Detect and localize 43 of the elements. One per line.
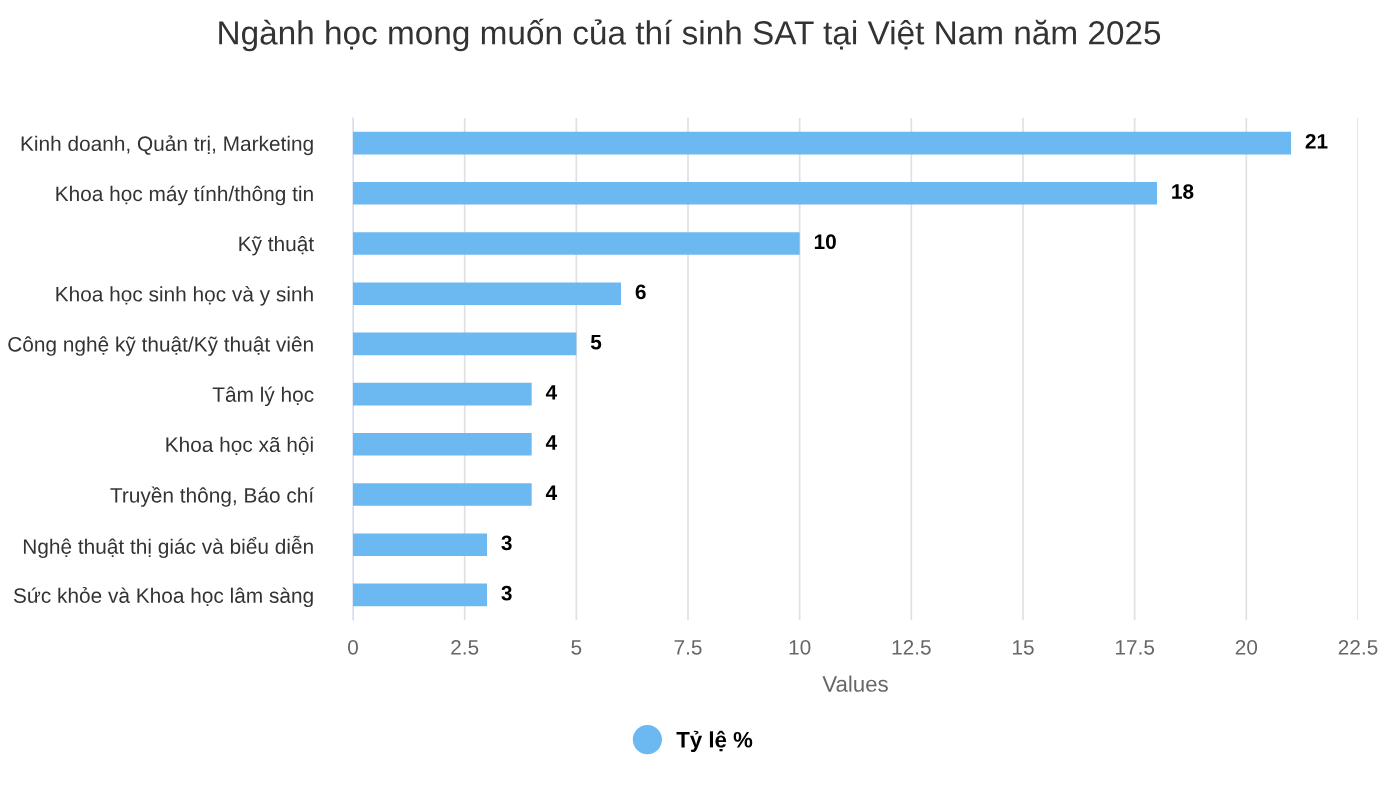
- data-label: 4: [545, 435, 558, 450]
- data-label: 3: [501, 535, 512, 551]
- data-label: 6: [635, 284, 646, 300]
- bar: [353, 182, 1157, 205]
- bar: [353, 332, 577, 356]
- data-label: 18: [1172, 184, 1194, 199]
- y-tick-label: Nghệ thuật thị giác và biểu diễn: [23, 535, 313, 559]
- bar: [353, 131, 1291, 155]
- data-label: 3: [501, 585, 512, 601]
- x-tick-label: 7.5: [674, 640, 702, 655]
- data-label: 4: [545, 485, 558, 500]
- bar: [353, 433, 532, 456]
- data-label: 21: [1305, 133, 1328, 149]
- x-tick-label: 20: [1235, 639, 1258, 655]
- x-tick-label: 0: [348, 639, 358, 655]
- bar: [353, 583, 487, 607]
- y-tick-label: Tâm lý học: [212, 386, 314, 407]
- y-tick-label: Khoa học sinh học và y sinh: [56, 286, 313, 306]
- bar: [353, 282, 621, 305]
- legend-label: Tỷ lệ %: [676, 730, 753, 752]
- x-tick-label: 12.5: [892, 639, 931, 655]
- data-label: 5: [590, 334, 602, 350]
- bar: [353, 382, 532, 406]
- x-tick-label: 2.5: [451, 639, 479, 655]
- chart-title: Ngành học mong muốn của thí sinh SAT tại Việt Nam năm 2025: [219, 18, 1161, 52]
- x-axis-title: Values: [822, 675, 888, 692]
- bar: [353, 533, 487, 556]
- y-tick-label: Khoa học xã hội: [166, 436, 313, 456]
- y-tick-label: Truyền thông, Báo chí: [110, 486, 315, 507]
- bar: [353, 232, 800, 255]
- x-tick-label: 22.5: [1338, 639, 1378, 655]
- y-tick-label: Sức khỏe và Khoa học lâm sàng: [13, 587, 313, 608]
- x-tick-label: 15: [1013, 640, 1034, 655]
- x-tick-label: 5: [571, 640, 582, 655]
- bar: [353, 483, 532, 506]
- x-tick-label: 10: [789, 639, 811, 655]
- y-tick-label: Công nghệ kỹ thuật/Kỹ thuật viên: [8, 336, 313, 356]
- y-tick-label: Kinh doanh, Quản trị, Marketing: [21, 135, 313, 156]
- y-tick-label: Khoa học máy tính/thông tin: [56, 185, 313, 206]
- data-label: 10: [814, 234, 836, 250]
- data-label: 4: [545, 385, 558, 400]
- y-tick-label: Kỹ thuật: [239, 235, 314, 256]
- x-tick-label: 17.5: [1115, 640, 1155, 655]
